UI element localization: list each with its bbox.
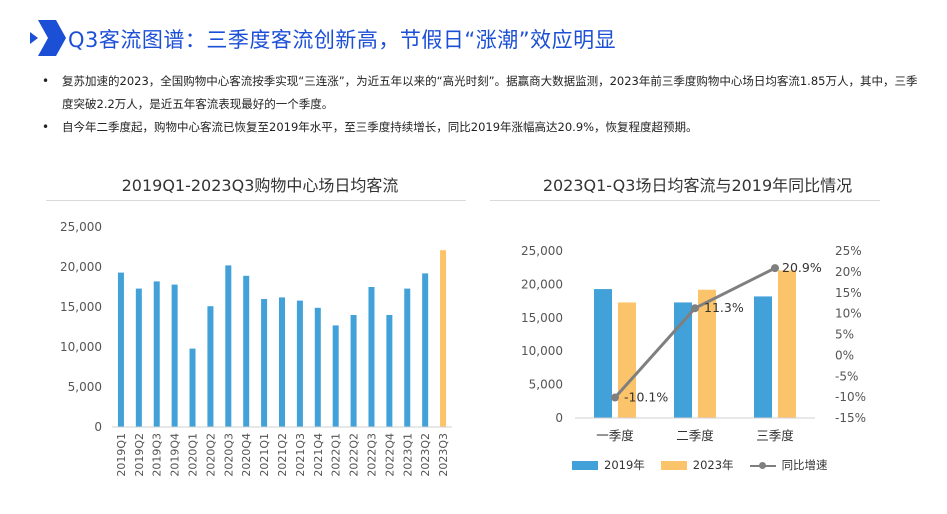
- bar-2020Q4: [243, 275, 250, 427]
- x-tick-label: 二季度: [676, 428, 714, 443]
- legend-label: 同比增速: [781, 458, 828, 472]
- x-tick-label: 2019Q3: [151, 433, 164, 477]
- x-tick-label: 2019Q4: [169, 433, 182, 477]
- x-tick-label: 2020Q1: [187, 433, 200, 477]
- bar-2022Q2: [350, 315, 357, 427]
- x-tick-label: 2020Q4: [240, 433, 253, 477]
- y-tick-label: 0: [555, 411, 563, 425]
- bar-2019Q3: [153, 281, 160, 427]
- x-tick-label: 2021Q4: [312, 433, 325, 477]
- growth-point: [771, 264, 779, 273]
- growth-point: [691, 304, 699, 313]
- x-tick-label: 2022Q3: [365, 433, 378, 477]
- x-tick-label: 2023Q2: [419, 433, 432, 477]
- y-tick-label: 10,000: [60, 340, 102, 354]
- bar-2021Q3: [296, 300, 303, 427]
- bar-2020Q2: [207, 306, 214, 427]
- bar-2020Q3: [225, 265, 232, 427]
- y2-tick-label: 5%: [835, 328, 854, 342]
- y-tick-label: 25,000: [521, 244, 563, 258]
- legend-item-growth: 同比增速: [749, 457, 828, 473]
- x-tick-label: 2020Q2: [204, 433, 217, 477]
- x-tick-label: 2019Q1: [115, 433, 128, 477]
- bar-2019Q1: [117, 272, 124, 427]
- x-tick-label: 三季度: [756, 428, 794, 443]
- growth-data-label: 20.9%: [782, 260, 822, 275]
- bullet-item: 复苏加速的2023，全国购物中心客流按季实现“三连涨”，为近五年以来的“高光时刻…: [42, 70, 922, 116]
- y-tick-label: 15,000: [60, 300, 102, 314]
- right-combo-chart: 0 5,000 10,000 15,000 20,000 25,000 -15% -10% -5…: [521, 244, 866, 443]
- bar-2021Q4: [314, 307, 321, 427]
- legend-line-swatch: [749, 461, 776, 470]
- x-tick-label: 一季度: [596, 428, 634, 443]
- logo-icon: [30, 20, 66, 56]
- y2-tick-label: 10%: [835, 307, 862, 321]
- y2-tick-label: -15%: [835, 411, 866, 425]
- legend-swatch: [660, 460, 687, 470]
- y-tick-label: 5,000: [529, 378, 563, 392]
- legend-item-2023: 2023年: [660, 457, 734, 473]
- y-tick-label: 20,000: [521, 277, 563, 291]
- x-tick-label: 2022Q1: [330, 433, 343, 477]
- right-chart-legend: 2019年 2023年 同比增速: [572, 457, 844, 473]
- x-tick-label: 2021Q3: [294, 433, 307, 477]
- x-tick-label: 2020Q3: [222, 433, 235, 477]
- bar-2019Q2: [135, 288, 142, 427]
- y2-tick-label: -10%: [835, 390, 866, 404]
- y2-tick-label: 25%: [835, 244, 862, 258]
- growth-point: [611, 393, 619, 402]
- legend-swatch: [572, 460, 598, 470]
- left-title-divider: [46, 200, 466, 201]
- bullet-item: 自今年二季度起，购物中心客流已恢复至2019年水平，至三季度持续增长，同比201…: [42, 116, 922, 139]
- bar-2019年-一季度: [594, 289, 612, 418]
- right-chart-title: 2023Q1-Q3场日均客流与2019年同比情况: [542, 176, 853, 195]
- summary-bullets: 复苏加速的2023，全国购物中心客流按季实现“三连涨”，为近五年以来的“高光时刻…: [42, 70, 922, 139]
- x-tick-label: 2021Q1: [258, 433, 271, 477]
- left-bar-chart: 0 5,000 10,000 15,000 20,000 25,000 2019Q1 2019…: [60, 220, 452, 477]
- bar-2019年-三季度: [754, 296, 772, 418]
- y-tick-label: 15,000: [521, 311, 563, 325]
- y-tick-label: 25,000: [60, 220, 102, 234]
- x-tick-label: 2022Q2: [348, 433, 361, 477]
- y-tick-label: 5,000: [68, 380, 102, 394]
- bar-2022Q3: [368, 287, 375, 427]
- bar-2023年-三季度: [778, 270, 796, 418]
- x-tick-label: 2023Q3: [437, 433, 450, 477]
- y-tick-label: 10,000: [521, 344, 563, 358]
- bar-2022Q4: [386, 315, 393, 427]
- y-tick-label: 20,000: [60, 260, 102, 274]
- y2-tick-label: 20%: [835, 265, 862, 279]
- bar-2021Q1: [261, 299, 268, 427]
- growth-data-label: -10.1%: [624, 390, 668, 405]
- x-tick-label: 2019Q2: [133, 433, 146, 477]
- right-title-divider: [490, 200, 880, 201]
- bar-2023年-二季度: [698, 289, 716, 418]
- growth-data-label: 11.3%: [704, 300, 744, 315]
- page-title: Q3客流图谱：三季度客流创新高，节假日“涨潮”效应明显: [68, 28, 617, 52]
- bar-2019Q4: [171, 284, 178, 427]
- legend-item-2019: 2019年: [572, 457, 645, 473]
- legend-label: 2023年: [692, 458, 734, 472]
- y2-tick-label: -5%: [835, 369, 858, 383]
- x-tick-label: 2021Q2: [276, 433, 289, 477]
- bar-2023Q1: [404, 288, 411, 427]
- legend-label: 2019年: [604, 458, 645, 472]
- y2-tick-label: 0%: [835, 348, 854, 362]
- bar-2023Q3: [440, 250, 447, 427]
- growth-line: [613, 266, 776, 399]
- left-chart-title: 2019Q1-2023Q3购物中心场日均客流: [121, 176, 399, 195]
- bar-2022Q1: [332, 325, 339, 427]
- bar-2021Q2: [279, 297, 285, 427]
- bar-2020Q1: [189, 348, 196, 427]
- bar-2023Q2: [422, 273, 429, 427]
- y-tick-label: 0: [94, 420, 102, 434]
- bar-2019年-二季度: [674, 302, 692, 418]
- y2-tick-label: 15%: [835, 286, 862, 300]
- x-tick-label: 2023Q1: [401, 433, 414, 477]
- x-tick-label: 2022Q4: [383, 433, 396, 477]
